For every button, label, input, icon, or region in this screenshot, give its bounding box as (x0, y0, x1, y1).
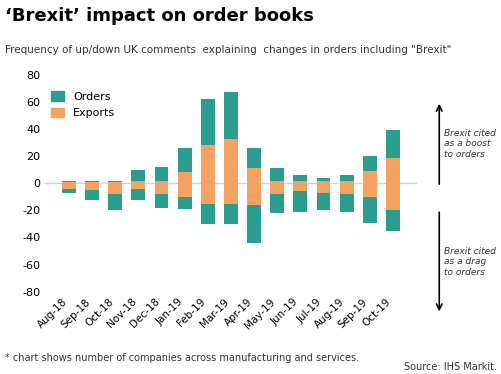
Bar (293, 183, 307, 191)
Bar (131, 170, 145, 181)
Text: ‘Brexit’ impact on order books: ‘Brexit’ impact on order books (5, 7, 313, 25)
Bar (339, 183, 353, 194)
Bar (85, 190, 99, 200)
Bar (85, 181, 99, 182)
Bar (62, 182, 76, 183)
Bar (154, 181, 168, 183)
Bar (108, 183, 122, 194)
Bar (154, 167, 168, 181)
Bar (200, 99, 214, 145)
Text: Frequency of up/down UK comments  explaining  changes in orders including "Brexi: Frequency of up/down UK comments explain… (5, 45, 450, 55)
Bar (223, 92, 237, 138)
Bar (177, 172, 191, 183)
Bar (362, 171, 376, 183)
Bar (62, 181, 76, 182)
Bar (316, 181, 330, 183)
Bar (385, 157, 399, 183)
Bar (316, 178, 330, 181)
Bar (223, 138, 237, 183)
Bar (339, 194, 353, 212)
Bar (385, 131, 399, 157)
Bar (270, 183, 284, 194)
Bar (131, 183, 145, 188)
Bar (62, 188, 76, 193)
Bar (293, 191, 307, 212)
Bar (316, 193, 330, 210)
Bar (200, 183, 214, 203)
Bar (177, 197, 191, 209)
Bar (85, 183, 99, 190)
Bar (339, 175, 353, 181)
Bar (131, 188, 145, 200)
Bar (270, 168, 284, 181)
Bar (177, 183, 191, 197)
Bar (200, 203, 214, 224)
Bar (177, 148, 191, 172)
Bar (362, 197, 376, 223)
Bar (108, 182, 122, 183)
Bar (154, 183, 168, 194)
Bar (131, 181, 145, 183)
Bar (223, 183, 237, 203)
Bar (246, 205, 261, 243)
Bar (362, 156, 376, 171)
Bar (85, 182, 99, 183)
Bar (293, 175, 307, 181)
Bar (246, 168, 261, 183)
Bar (293, 181, 307, 183)
Bar (62, 183, 76, 188)
Bar (246, 148, 261, 168)
Bar (270, 181, 284, 183)
Bar (200, 145, 214, 183)
Bar (385, 183, 399, 210)
Bar (316, 183, 330, 193)
Text: * chart shows number of companies across manufacturing and services.: * chart shows number of companies across… (5, 353, 358, 363)
Text: Source: IHS Markit.: Source: IHS Markit. (403, 362, 496, 372)
Bar (339, 181, 353, 183)
Bar (270, 194, 284, 213)
Bar (385, 210, 399, 231)
Bar (108, 181, 122, 182)
Text: Brexit cited
as a boost
to orders: Brexit cited as a boost to orders (443, 129, 495, 159)
Legend: Orders, Exports: Orders, Exports (51, 91, 115, 118)
Bar (108, 194, 122, 210)
Text: Brexit cited
as a drag
to orders: Brexit cited as a drag to orders (443, 247, 495, 277)
Bar (362, 183, 376, 197)
Bar (246, 183, 261, 205)
Bar (154, 194, 168, 208)
Bar (223, 203, 237, 224)
